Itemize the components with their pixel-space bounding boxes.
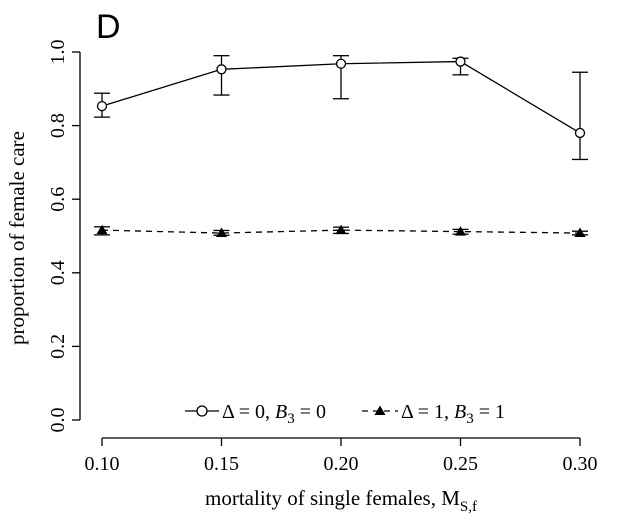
x-axis-title: mortality of single females, MS,f <box>205 486 477 515</box>
legend-label-2: Δ = 1, B3 = 1 <box>401 401 505 427</box>
legend-marker-triangle <box>374 405 386 415</box>
series-layer <box>94 55 588 238</box>
legend-item-series-2: Δ = 1, B3 = 1 <box>362 401 505 427</box>
data-point <box>574 127 586 139</box>
x-ticks: 0.10 0.15 0.20 0.25 0.30 <box>85 438 598 475</box>
y-ticks: 0.0 0.2 0.4 0.6 0.8 1.0 <box>47 40 80 433</box>
legend-marker-circle <box>196 405 208 417</box>
data-point <box>216 64 227 75</box>
legend: Δ = 0, B3 = 0 Δ = 1, B3 = 1 <box>185 401 505 427</box>
data-point <box>96 224 108 235</box>
data-point <box>335 224 347 235</box>
x-tick-label: 0.25 <box>443 453 478 475</box>
x-axis-title-main: mortality of single females, M <box>205 486 460 510</box>
series-2 <box>94 224 588 238</box>
series-1 <box>94 55 588 161</box>
x-axis-title-sub: S,f <box>460 499 477 515</box>
x-tick-label: 0.15 <box>204 453 239 475</box>
y-axis-title: proportion of female care <box>5 131 29 345</box>
legend-item-series-1: Δ = 0, B3 = 0 <box>185 401 326 427</box>
y-tick-label: 0.4 <box>47 260 69 285</box>
y-tick-label: 0.6 <box>47 187 69 212</box>
series-2-line <box>101 229 581 234</box>
y-tick-label: 1.0 <box>47 40 69 65</box>
data-point <box>574 227 586 238</box>
data-point <box>335 58 347 69</box>
y-tick-label: 0.0 <box>47 408 69 433</box>
x-tick-label: 0.20 <box>324 453 359 475</box>
x-tick-label: 0.10 <box>85 453 120 475</box>
y-tick-label: 0.2 <box>47 334 69 359</box>
data-point <box>455 56 466 67</box>
y-tick-label: 0.8 <box>47 113 69 138</box>
data-point <box>216 227 227 238</box>
data-point <box>96 100 108 112</box>
panel-label: D <box>96 8 121 46</box>
x-tick-label: 0.30 <box>563 453 598 475</box>
data-point <box>455 226 466 236</box>
legend-label-1: Δ = 0, B3 = 0 <box>222 401 326 427</box>
